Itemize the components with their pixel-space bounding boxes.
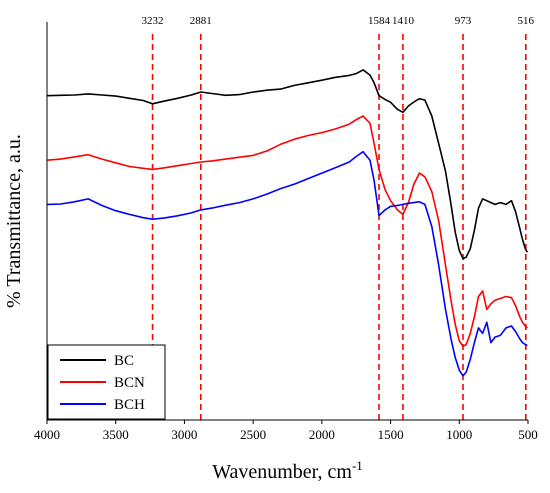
legend-box	[47, 344, 166, 420]
peak-label: 2881	[190, 15, 212, 27]
peak-label: 973	[455, 15, 472, 27]
peak-labels: 3232 2881 1584 1410 973 516	[142, 15, 535, 27]
peak-label: 1584	[368, 15, 391, 27]
x-tick-label: 500	[518, 427, 538, 442]
x-tick-label: 2500	[240, 427, 266, 442]
x-axis-title-text: Wavenumber, cm	[212, 461, 352, 483]
x-tick-label: 1000	[446, 427, 472, 442]
legend-label: BCH	[114, 397, 145, 413]
x-tick-label: 4000	[34, 427, 60, 442]
peak-label: 1410	[392, 15, 415, 27]
x-tick-label: 1500	[378, 427, 404, 442]
x-tick-label: 2000	[309, 427, 335, 442]
x-axis-ticks: 4000 3500 3000 2500 2000 1500 1000 500	[34, 420, 538, 442]
x-axis-title: Wavenumber, cm-1	[212, 458, 363, 483]
legend: BC BCN BCH	[47, 344, 166, 420]
x-axis-title-superscript: -1	[352, 458, 363, 473]
x-tick-label: 3000	[171, 427, 197, 442]
peak-label: 3232	[142, 15, 164, 27]
series-line-bc	[46, 69, 529, 260]
series-line-bcn	[46, 115, 528, 348]
peak-label: 516	[518, 15, 535, 27]
legend-label: BCN	[114, 375, 145, 391]
series-line-bch	[46, 150, 528, 377]
series-lines	[46, 69, 529, 377]
legend-label: BC	[114, 353, 134, 369]
x-tick-label: 3500	[103, 427, 129, 442]
y-axis-title: % Transmittance, a.u.	[3, 134, 25, 308]
